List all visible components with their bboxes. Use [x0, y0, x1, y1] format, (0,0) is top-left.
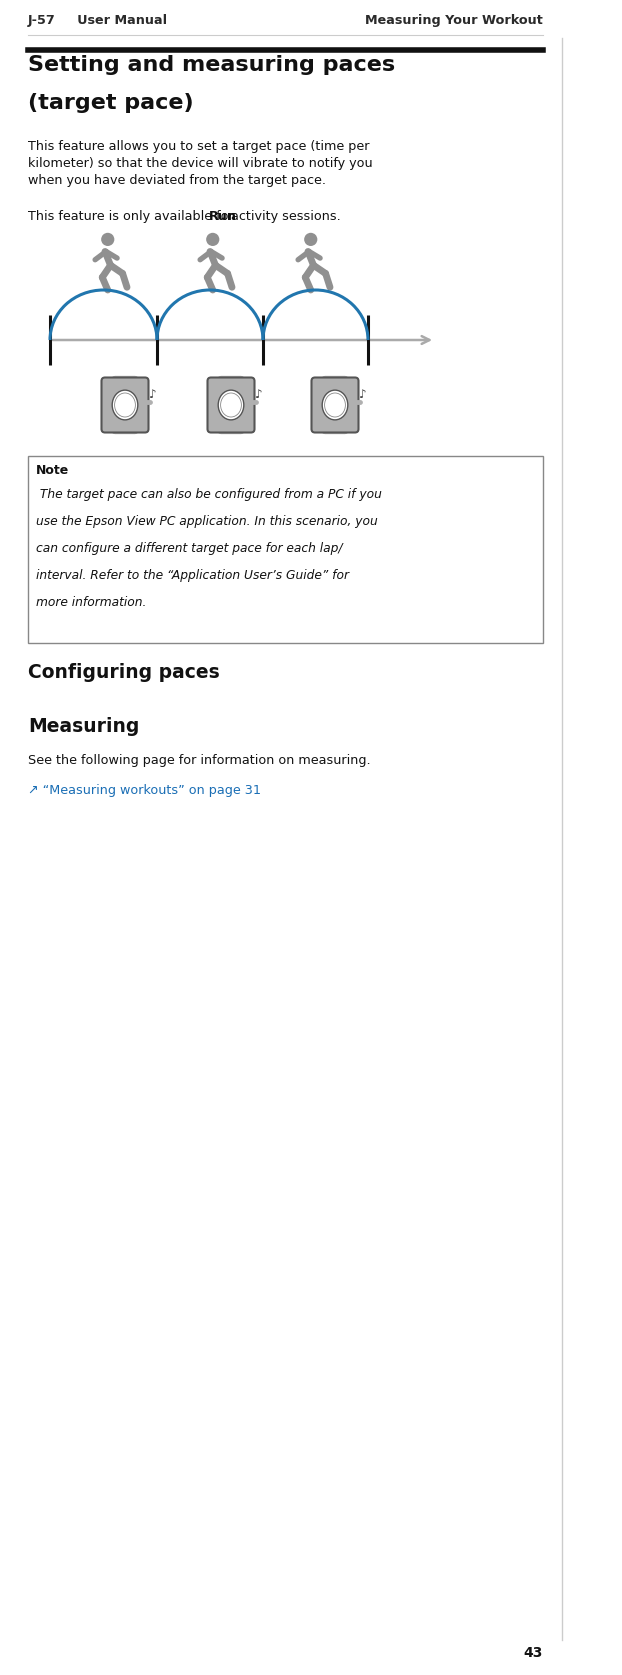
Text: ♪: ♪	[149, 389, 157, 402]
FancyBboxPatch shape	[101, 377, 149, 432]
Text: See the following page for information on measuring.: See the following page for information o…	[28, 754, 371, 767]
Text: Setting and measuring paces: Setting and measuring paces	[28, 55, 395, 75]
Text: 43: 43	[524, 1647, 543, 1660]
Text: J-57     User Manual: J-57 User Manual	[28, 13, 168, 27]
Text: (target pace): (target pace)	[28, 94, 193, 112]
Circle shape	[101, 233, 114, 246]
Circle shape	[206, 233, 220, 246]
Text: ♪: ♪	[359, 389, 366, 402]
Text: kilometer) so that the device will vibrate to notify you: kilometer) so that the device will vibra…	[28, 157, 373, 169]
Text: The target pace can also be configured from a PC if you: The target pace can also be configured f…	[36, 487, 382, 501]
Text: use the Epson View PC application. In this scenario, you: use the Epson View PC application. In th…	[36, 514, 378, 528]
Ellipse shape	[218, 390, 244, 420]
Text: This feature is only available for: This feature is only available for	[28, 209, 238, 223]
Ellipse shape	[322, 390, 348, 420]
Text: ♪: ♪	[255, 389, 262, 402]
FancyBboxPatch shape	[28, 456, 543, 643]
Text: Measuring Your Workout: Measuring Your Workout	[365, 13, 543, 27]
Text: interval. Refer to the “Application User’s Guide” for: interval. Refer to the “Application User…	[36, 570, 349, 581]
Text: Run: Run	[209, 209, 238, 223]
Text: activity sessions.: activity sessions.	[227, 209, 341, 223]
Ellipse shape	[112, 390, 138, 420]
Text: more information.: more information.	[36, 596, 146, 610]
Text: Measuring: Measuring	[28, 717, 139, 735]
FancyBboxPatch shape	[208, 377, 254, 432]
Text: can configure a different target pace for each lap/: can configure a different target pace fo…	[36, 543, 343, 554]
Text: This feature allows you to set a target pace (time per: This feature allows you to set a target …	[28, 141, 369, 152]
FancyBboxPatch shape	[312, 377, 358, 432]
Text: Configuring paces: Configuring paces	[28, 663, 220, 682]
Text: Note: Note	[36, 464, 69, 477]
Text: when you have deviated from the target pace.: when you have deviated from the target p…	[28, 174, 326, 188]
Circle shape	[304, 233, 317, 246]
Text: ↗ “Measuring workouts” on page 31: ↗ “Measuring workouts” on page 31	[28, 784, 261, 797]
